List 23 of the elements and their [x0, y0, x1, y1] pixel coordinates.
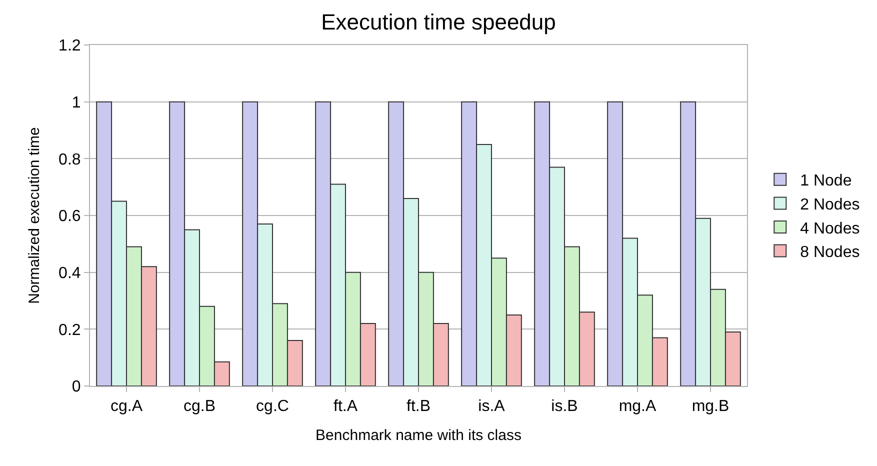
y-tick-label: 1 — [72, 94, 81, 112]
x-tick-label: ft.A — [333, 398, 358, 416]
legend-label: 1 Node — [800, 172, 852, 190]
chart-title: Execution time speedup — [321, 9, 556, 34]
y-tick-label: 0.8 — [58, 151, 81, 168]
x-axis-title: Benchmark name with its class — [316, 427, 522, 444]
y-axis-title: Normalized execution time — [26, 127, 43, 304]
legend-label: 2 Nodes — [800, 196, 860, 214]
x-tick-label: mg.B — [692, 398, 730, 416]
x-tick-label: cg.B — [183, 398, 216, 416]
x-tick-label: is.B — [551, 398, 578, 416]
x-tick-label: mg.A — [618, 398, 656, 416]
y-tick-label: 0.6 — [58, 208, 81, 226]
y-tick-label: 0.2 — [58, 322, 81, 339]
y-tick-label: 0.4 — [58, 264, 81, 282]
legend-label: 4 Nodes — [800, 220, 860, 238]
y-tick-label: 1.2 — [58, 38, 81, 55]
x-tick-label: cg.A — [110, 398, 143, 416]
y-tick-label: 0 — [72, 378, 81, 396]
x-tick-label: cg.C — [256, 398, 289, 416]
x-tick-label: is.A — [478, 398, 506, 416]
legend-label: 8 Nodes — [800, 244, 860, 262]
x-tick-label: ft.B — [406, 398, 431, 416]
